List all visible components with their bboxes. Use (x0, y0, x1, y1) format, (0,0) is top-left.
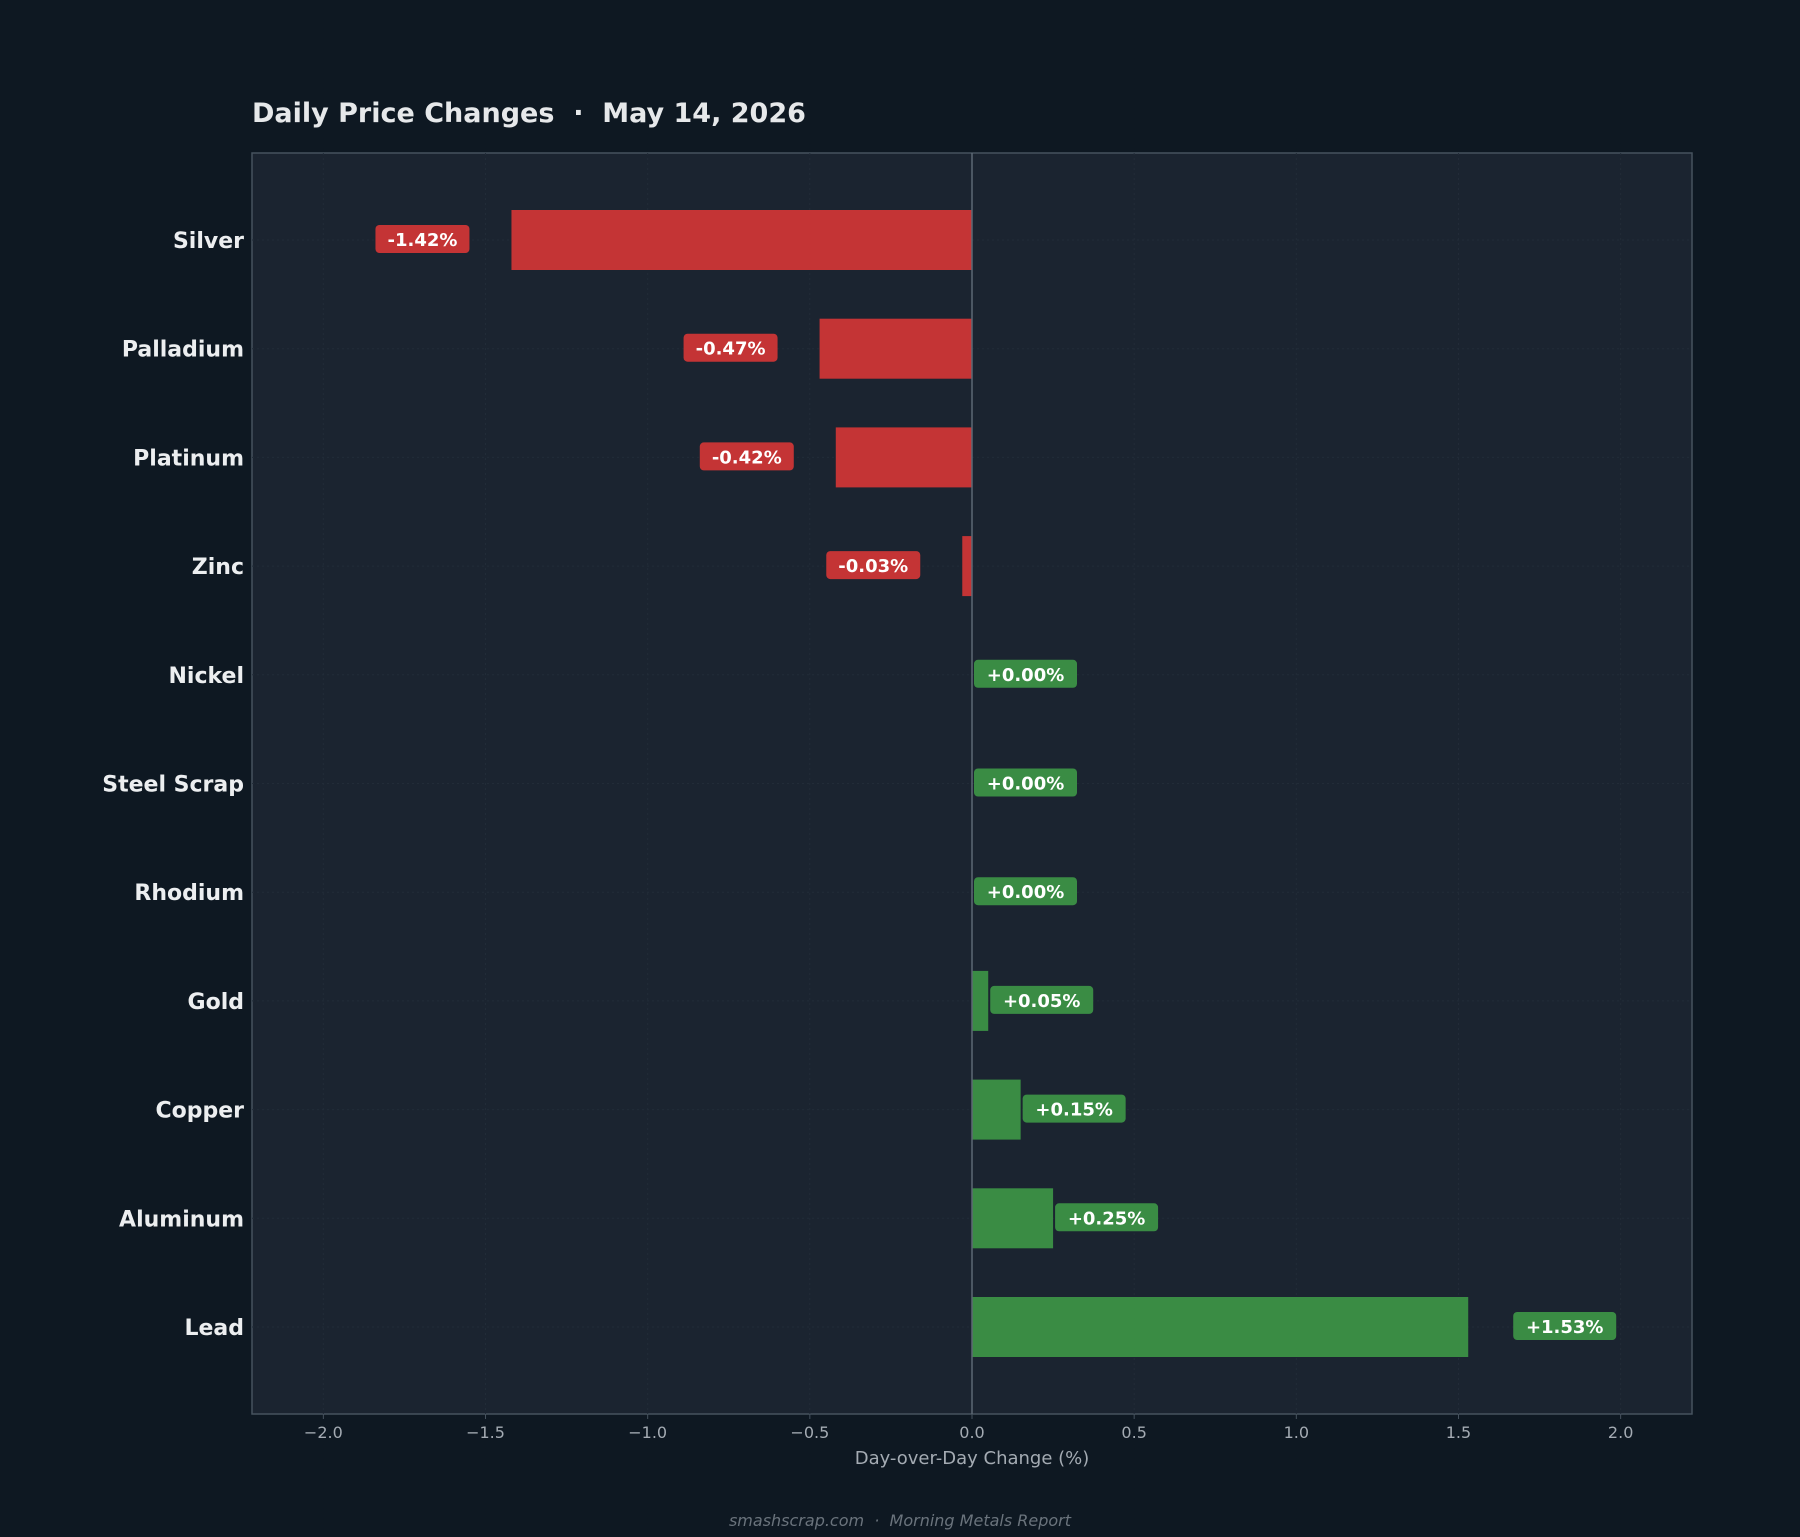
category-label: Copper (155, 1099, 244, 1124)
bar-platinum (835, 427, 972, 488)
data-labels: -1.42% -0.47% -0.42% -0.03% +0.00% +0.00% +0.0… (375, 225, 1617, 1340)
data-label: +0.00% (987, 774, 1065, 795)
x-tick-label: 1.5 (1446, 1423, 1471, 1442)
bar-palladium (819, 318, 972, 379)
x-tick-label: 2.0 (1608, 1423, 1633, 1442)
bar-silver (511, 210, 972, 270)
category-label: Palladium (122, 338, 244, 363)
category-label: Gold (188, 990, 244, 1015)
x-tick-label: 0.0 (959, 1423, 984, 1442)
data-label: +0.15% (1035, 1100, 1113, 1121)
data-label: -0.47% (696, 339, 766, 360)
data-label: -0.42% (712, 447, 782, 468)
x-tick-label: −1.0 (628, 1423, 667, 1442)
bar-zinc (962, 536, 972, 597)
category-label: Zinc (192, 555, 244, 580)
data-label-badge (974, 659, 1077, 688)
data-label-badge (683, 333, 778, 362)
data-label: -0.03% (838, 556, 908, 577)
data-label-badge (1513, 1312, 1617, 1340)
data-label-badge (1055, 1203, 1159, 1232)
data-label: -1.42% (387, 230, 457, 251)
category-label: Aluminum (119, 1207, 244, 1232)
bar-copper (972, 1079, 1021, 1140)
x-tick-label: −2.0 (304, 1423, 343, 1442)
data-label-badge (974, 768, 1077, 797)
category-labels: Silver Palladium Platinum Zinc Nickel Steel S… (102, 229, 244, 1341)
data-label-badge (990, 985, 1094, 1014)
x-axis-ticks: −2.0 −1.5 −1.0 −0.5 0.0 0.5 1.0 1.5 2.0 (304, 1414, 1633, 1442)
category-label: Rhodium (134, 881, 244, 906)
x-tick-label: −1.5 (466, 1423, 505, 1442)
data-label: +0.00% (987, 665, 1065, 686)
x-tick-label: −0.5 (790, 1423, 829, 1442)
category-label: Nickel (169, 664, 245, 689)
chart-title: Daily Price Changes · May 14, 2026 (252, 98, 806, 129)
bar-gold (972, 970, 989, 1031)
data-label-badge (375, 225, 470, 253)
category-label: Silver (173, 229, 244, 254)
bars (511, 210, 1469, 1357)
category-label: Steel Scrap (102, 773, 244, 798)
data-label: +0.05% (1003, 991, 1081, 1012)
data-label: +0.00% (987, 882, 1065, 903)
data-label: +0.25% (1068, 1208, 1146, 1229)
data-label-badge (1022, 1094, 1126, 1123)
category-label: Platinum (133, 446, 244, 471)
data-label-badge (826, 551, 921, 580)
bar-lead (972, 1297, 1469, 1357)
data-label: +1.53% (1526, 1317, 1604, 1338)
category-label: Lead (184, 1316, 244, 1341)
x-axis-label: Day-over-Day Change (%) (855, 1448, 1090, 1469)
footer-credit: smashscrap.com · Morning Metals Report (729, 1511, 1072, 1530)
data-label-badge (974, 877, 1077, 906)
bar-aluminum (972, 1188, 1054, 1249)
data-label-badge (699, 442, 794, 471)
x-tick-label: 1.0 (1284, 1423, 1309, 1442)
x-tick-label: 0.5 (1121, 1423, 1146, 1442)
